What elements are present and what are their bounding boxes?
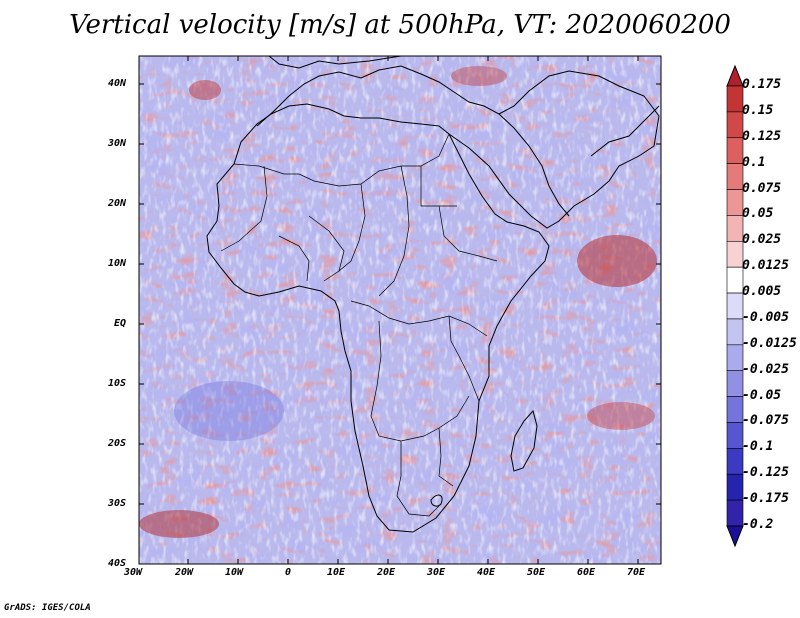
- map-title: Vertical velocity [m/s] at 500hPa, VT: 2…: [69, 10, 731, 40]
- colorbar-label: -0.005: [742, 309, 789, 325]
- lon-label: 50E: [527, 567, 546, 578]
- colorbar-label: -0.1: [742, 439, 774, 455]
- colorbar-label: -0.2: [742, 517, 774, 532]
- lon-label: 10E: [327, 567, 346, 578]
- updraft-mediterranean: [451, 66, 507, 86]
- lat-label: 40S: [108, 558, 127, 569]
- colorbar-box: [726, 344, 744, 372]
- colorbar-label: 0.125: [742, 128, 782, 144]
- colorbar-label: -0.025: [742, 361, 789, 377]
- colorbar-box: [726, 422, 744, 449]
- lon-label: 70E: [627, 567, 646, 578]
- lat-label: 20S: [108, 438, 127, 449]
- colorbar-box: [726, 215, 744, 242]
- lon-label: 60E: [577, 567, 596, 578]
- colorbar-box: [726, 189, 744, 216]
- colorbar-label: 0.005: [742, 284, 782, 300]
- updraft-indian-ocean: [587, 402, 655, 430]
- lon-label: 20E: [377, 567, 396, 578]
- colorbar-label: -0.05: [742, 387, 782, 403]
- colorbar-bottom-triangle: [726, 525, 744, 548]
- colorbar-label: 0.075: [742, 180, 782, 196]
- lon-label: 0: [285, 567, 292, 578]
- colorbar-box: [726, 473, 744, 501]
- colorbar-label: -0.125: [742, 465, 789, 481]
- colorbar-box: [726, 163, 744, 190]
- colorbar-box: [726, 137, 744, 164]
- lat-label: 10N: [108, 258, 127, 269]
- field-white-texture: [139, 56, 661, 564]
- lat-label: 40N: [108, 78, 127, 89]
- downdraft-south-atlantic: [174, 381, 284, 441]
- colorbar-box: [726, 111, 744, 139]
- colorbar-label: 0.025: [742, 232, 782, 248]
- colorbar-box: [726, 240, 744, 268]
- lon-label: 40E: [477, 567, 496, 578]
- updraft-north-atlantic: [189, 80, 221, 100]
- colorbar-box: [726, 448, 744, 475]
- colorbar-box: [726, 370, 744, 397]
- colorbar-box: [726, 499, 744, 527]
- lon-label: 30W: [124, 567, 143, 578]
- lat-label: 10S: [108, 378, 127, 389]
- colorbar-label: 0.1: [742, 154, 766, 170]
- colorbar-label: 0.175: [742, 77, 782, 92]
- colorbar-label: -0.075: [742, 413, 789, 429]
- colorbar-box: [726, 266, 744, 294]
- vertical-velocity-map[interactable]: [139, 56, 661, 564]
- footer-credit: GrADS: IGES/COLA: [4, 603, 91, 613]
- colorbar-label: 0.0125: [742, 258, 789, 274]
- colorbar-label: -0.0125: [742, 335, 797, 351]
- colorbar-label: -0.175: [742, 491, 789, 507]
- lon-label: 10W: [225, 567, 244, 578]
- lat-label: 30S: [108, 498, 127, 509]
- map-canvas: [139, 56, 661, 564]
- updraft-arabian-sea: [577, 235, 657, 287]
- colorbar-label: 0.05: [742, 206, 774, 222]
- lat-label: 20N: [108, 198, 127, 209]
- colorbar-box: [726, 292, 744, 320]
- colorbar-top-triangle: [726, 64, 744, 87]
- colorbar-box: [726, 318, 744, 346]
- colorbar-box: [726, 396, 744, 423]
- updraft-south-atlantic: [139, 510, 219, 538]
- lon-label: 20W: [175, 567, 194, 578]
- colorbar-label: 0.15: [742, 102, 774, 118]
- colorbar-box: [726, 85, 744, 113]
- lon-label: 30E: [427, 567, 446, 578]
- lat-label: 30N: [108, 138, 127, 149]
- lat-label: EQ: [114, 318, 127, 329]
- colorbar: [726, 64, 744, 548]
